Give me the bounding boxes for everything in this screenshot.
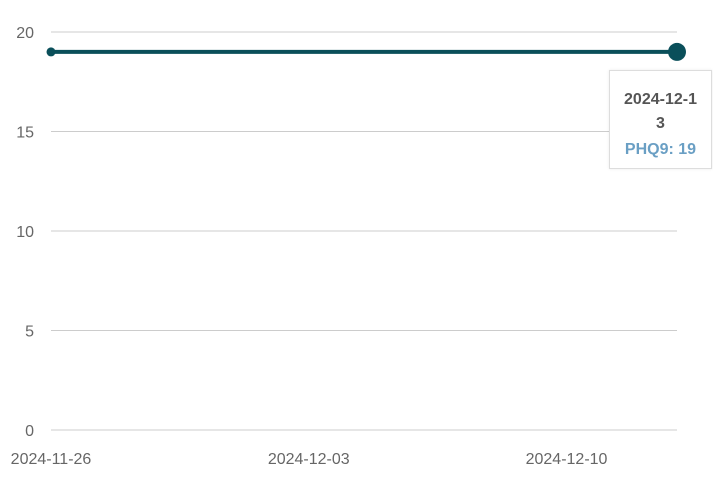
data-point-highlighted (668, 42, 686, 61)
y-tick-label: 5 (25, 324, 34, 341)
y-tick-label: 20 (16, 25, 34, 42)
tooltip-value: PHQ9: 19 (624, 141, 697, 158)
y-tick-label: 10 (16, 224, 34, 241)
tooltip-date: 2024-12-13 (624, 91, 697, 132)
y-tick-label: 15 (16, 125, 34, 142)
x-tick-label: 2024-12-10 (526, 451, 608, 468)
data-point-tooltip: 2024-12-13 PHQ9: 19 (609, 70, 712, 169)
x-tick-label: 2024-12-03 (268, 451, 350, 468)
x-tick-label: 2024-11-26 (11, 451, 92, 468)
y-tick-label: 0 (25, 423, 34, 440)
data-point (46, 47, 56, 57)
